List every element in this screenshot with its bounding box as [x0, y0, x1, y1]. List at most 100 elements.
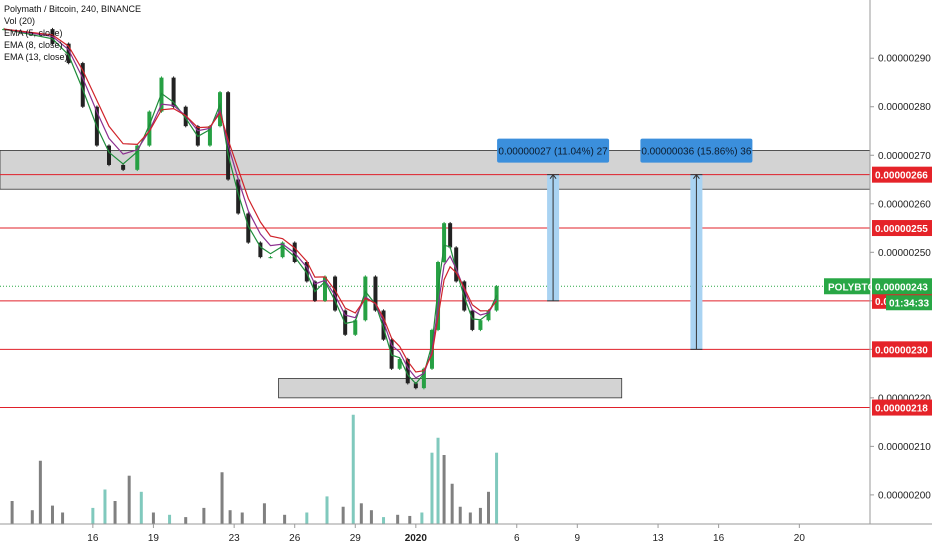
volume-bar-14 [220, 472, 224, 524]
indicator-ema13[interactable]: EMA (13, close) [4, 52, 68, 62]
volume-bar-31 [442, 455, 446, 524]
x-tick-label-1: 19 [148, 533, 160, 544]
volume-bar-26 [396, 514, 400, 524]
y-tick-label-5: 0.00000250 [878, 248, 931, 259]
volume-bar-4 [61, 512, 65, 524]
candle-body-43[interactable] [478, 320, 483, 330]
candle-body-8[interactable] [147, 111, 152, 146]
candle-body-39[interactable] [448, 223, 453, 248]
x-tick-label-10: 20 [794, 533, 806, 544]
countdown-tag-label: 01:34:33 [889, 298, 929, 309]
volume-bar-17 [262, 503, 266, 524]
level-tag-label-0: 0.00000266 [875, 171, 928, 182]
level-tag-label-1: 0.00000255 [875, 224, 928, 235]
plot-area [0, 0, 870, 524]
level-tag-bg-0 [872, 166, 932, 183]
candle-body-22[interactable] [304, 262, 309, 282]
candle-body-17[interactable] [246, 213, 251, 243]
volume-bar-35 [478, 507, 482, 524]
level-tag-label-4: 0.00000218 [875, 404, 928, 415]
volume-bar-7 [113, 501, 117, 524]
volume-bar-33 [458, 506, 462, 524]
chart-title[interactable]: Polymath / Bitcoin, 240, BINANCE [4, 4, 142, 14]
candle-body-3[interactable] [80, 63, 85, 107]
indicator-ema5[interactable]: EMA (5, close) [4, 28, 63, 38]
y-tick-label-8: 0.00000280 [878, 102, 931, 113]
time-axis[interactable]: 16 19 23 26 29 2020 6 9 13 16 20 [87, 524, 805, 544]
candle-body-27[interactable] [353, 320, 358, 335]
candle-body-37[interactable] [436, 262, 441, 330]
volume-group [10, 414, 499, 524]
price-tags: 0.000002660.000002550.000002400.00000230… [824, 166, 932, 416]
price-axis[interactable]: 0.00000200 0.00000210 0.00000220 0.00000230… [870, 54, 931, 502]
volume-bar-32 [450, 483, 454, 524]
candle-body-10[interactable] [171, 77, 176, 107]
candle-body-29[interactable] [373, 276, 378, 311]
level-tag-bg-4 [872, 399, 932, 416]
volume-bar-5 [91, 507, 95, 524]
zone-1[interactable] [278, 378, 623, 399]
candle-body-44[interactable] [486, 310, 491, 321]
candle-body-40[interactable] [454, 247, 459, 282]
volume-bar-20 [325, 496, 329, 524]
y-tick-label-6: 0.00000260 [878, 199, 931, 210]
candle-body-45[interactable] [494, 286, 499, 311]
candle-body-35[interactable] [421, 368, 426, 389]
volume-bar-19 [305, 512, 309, 524]
volume-bar-25 [382, 517, 386, 524]
level-tag-label-3: 0.00000230 [875, 345, 928, 356]
x-tick-label-2: 23 [229, 533, 241, 544]
candle-body-33[interactable] [405, 359, 410, 384]
volume-bar-23 [359, 503, 363, 524]
volume-bar-3 [50, 505, 54, 524]
y-tick-label-2: 0.00000220 [878, 393, 931, 404]
symbol-tag-label: POLYBTC [828, 282, 875, 293]
candle-body-30[interactable] [381, 310, 386, 340]
candle-body-42[interactable] [470, 310, 475, 330]
countdown-tag-bg [886, 295, 932, 311]
candle-body-16[interactable] [236, 179, 241, 214]
x-tick-label-3: 26 [289, 533, 301, 544]
x-tick-label-4: 29 [350, 533, 362, 544]
x-tick-label-0: 16 [87, 533, 99, 544]
candle-body-2[interactable] [66, 43, 71, 64]
candle-body-15[interactable] [226, 92, 231, 180]
volume-bar-24 [369, 510, 373, 524]
candle-body-24[interactable] [322, 276, 327, 301]
volume-bar-21 [341, 506, 345, 524]
indicator-volume[interactable]: Vol (20) [4, 16, 36, 26]
measure-label-bg-1[interactable] [640, 138, 753, 163]
candle-body-38[interactable] [442, 223, 447, 262]
measures-group[interactable]: 0.00000027 (11.04%) 27 0.00000036 (15.86%… [497, 138, 753, 350]
volume-bar-10 [151, 512, 155, 524]
current-price-tag-label: 0.00000243 [875, 282, 928, 293]
volume-bar-2 [38, 460, 42, 524]
volume-bar-6 [103, 489, 107, 524]
candle-body-25[interactable] [333, 276, 338, 311]
y-tick-label-7: 0.00000270 [878, 151, 931, 162]
candle-body-6[interactable] [121, 164, 126, 170]
volume-bar-36 [486, 491, 490, 524]
candle-body-19[interactable] [268, 257, 273, 259]
candle-body-18[interactable] [258, 242, 263, 258]
level-tag-bg-3 [872, 341, 932, 358]
candle-body-5[interactable] [107, 145, 112, 165]
volume-bar-9 [139, 491, 143, 524]
candle-body-20[interactable] [280, 242, 285, 258]
x-tick-label-7: 9 [575, 533, 581, 544]
candle-body-7[interactable] [135, 145, 140, 170]
volume-bar-8 [127, 475, 131, 524]
candle-body-32[interactable] [397, 359, 402, 369]
indicator-ema8[interactable]: EMA (8, close) [4, 40, 63, 50]
volume-bar-18 [283, 514, 287, 524]
volume-bar-30 [436, 437, 440, 524]
symbol-tag-bg [824, 278, 870, 295]
y-tick-label-9: 0.00000290 [878, 54, 931, 65]
candle-body-13[interactable] [207, 126, 212, 146]
current-price-tag-bg [872, 278, 932, 295]
candle-body-34[interactable] [413, 383, 418, 389]
measure-label-bg-0[interactable] [497, 138, 610, 163]
ema-8-line [3, 28, 498, 379]
volume-bar-15 [228, 510, 232, 524]
